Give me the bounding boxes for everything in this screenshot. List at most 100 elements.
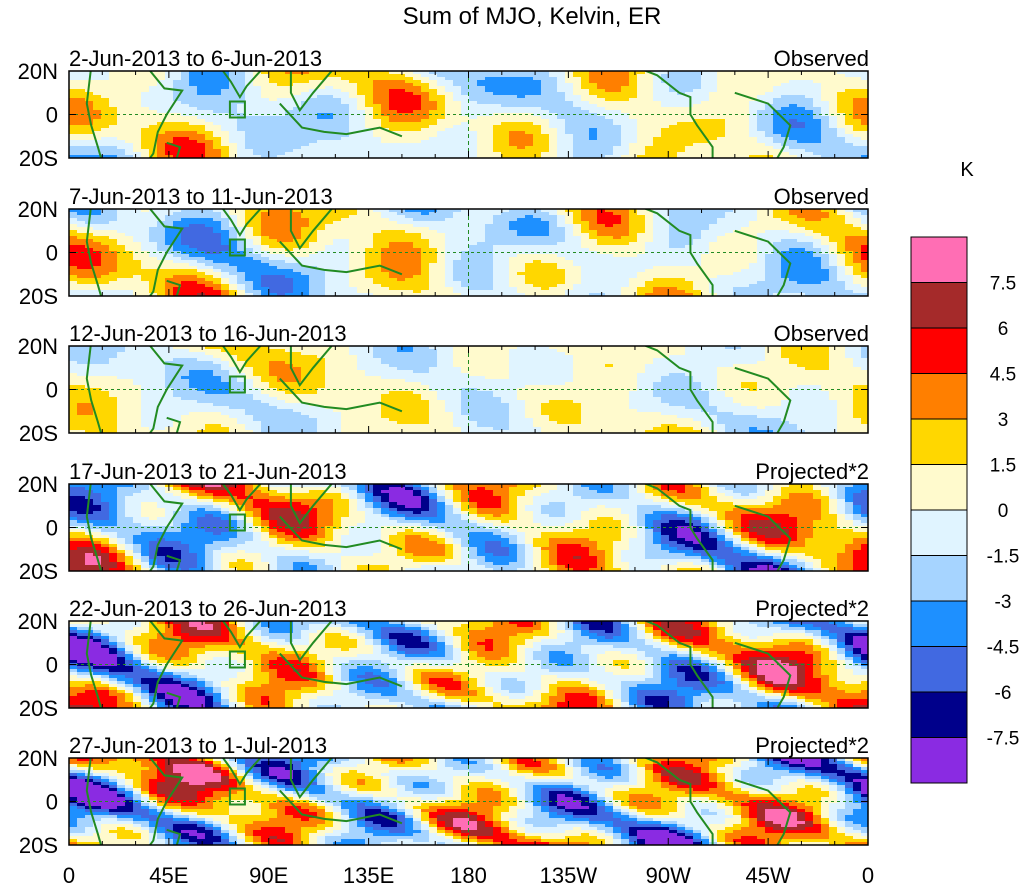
- y-tick-label: 20S: [19, 284, 58, 309]
- se-asia: [289, 71, 333, 113]
- colorbar-swatch: [910, 509, 968, 556]
- panel-4: 20N 0 20S 17-Jun-2013 to 21-Jun-2013 Project…: [18, 459, 869, 584]
- africa-west-coast: [85, 758, 103, 845]
- region-box: [228, 238, 246, 257]
- colorbar-level-label: -4.5: [987, 638, 1020, 659]
- africa-west-coast: [85, 71, 103, 158]
- y-tick-label: 20N: [18, 472, 58, 497]
- x-tick-label: 45E: [149, 863, 188, 888]
- panel-2: 20N 0 20S 7-Jun-2013 to 11-Jun-2013 Observed: [18, 184, 869, 309]
- region-box: [228, 100, 246, 119]
- panel-label: Observed: [774, 46, 869, 71]
- maritime-continent: [279, 377, 403, 413]
- chart-title: Sum of MJO, Kelvin, ER: [403, 3, 662, 30]
- colorbar-swatch: [910, 737, 968, 784]
- coastlines: [85, 71, 792, 158]
- x-tick-label: 0: [63, 863, 75, 888]
- colorbar-swatch: [910, 418, 968, 465]
- americas-west: [643, 71, 714, 158]
- colorbar-units: K: [960, 159, 974, 181]
- south-america-east: [734, 504, 792, 571]
- heatmap-field: [69, 484, 868, 571]
- y-tick-label: 20N: [18, 197, 58, 222]
- x-tick-label: 90W: [646, 863, 691, 888]
- y-tick-label: 20N: [18, 609, 58, 634]
- india: [221, 71, 262, 100]
- colorbar-swatch: [910, 373, 968, 420]
- south-america-east: [734, 778, 792, 845]
- panel-5: 20N 0 20S 22-Jun-2013 to 26-Jun-2013 Project…: [18, 596, 869, 721]
- americas-west: [643, 621, 714, 708]
- colorbar-swatch: [910, 327, 968, 374]
- x-tick-label: 180: [450, 863, 487, 888]
- maritime-continent: [279, 515, 403, 551]
- colorbar-swatch: [910, 691, 968, 738]
- colorbar-level-label: -1.5: [987, 547, 1020, 568]
- india: [221, 346, 262, 375]
- africa-west-coast: [85, 346, 103, 433]
- americas-west: [643, 209, 714, 296]
- panel-period: 12-Jun-2013 to 16-Jun-2013: [69, 321, 347, 346]
- panel-period: 17-Jun-2013 to 21-Jun-2013: [69, 459, 347, 484]
- se-asia: [289, 758, 333, 799]
- panel-label: Observed: [774, 184, 869, 209]
- maritime-continent: [279, 240, 403, 276]
- panel-6: 20N 0 20S 27-Jun-2013 to 1-Jul-2013 Projecte…: [18, 733, 869, 858]
- colorbar-level-label: 6: [998, 319, 1009, 340]
- y-tick-label: 20S: [19, 146, 58, 171]
- y-tick-label: 20S: [19, 696, 58, 721]
- maritime-continent: [279, 789, 403, 825]
- se-asia: [289, 621, 333, 662]
- colorbar-swatch: [910, 646, 968, 693]
- india: [221, 484, 262, 513]
- colorbar: K 7.5 6 4.5 3 1.5 0 -1.5 -3 -4.5 -6 -7.5: [910, 159, 1020, 784]
- y-tick-label: 20N: [18, 59, 58, 84]
- heatmap-field: [69, 71, 868, 158]
- y-tick-label: 0: [46, 516, 58, 541]
- colorbar-level-label: -6: [995, 683, 1012, 704]
- south-america-east: [734, 229, 792, 296]
- colorbar-level-label: 3: [998, 410, 1009, 431]
- india: [221, 209, 262, 238]
- colorbar-level-label: -7.5: [987, 729, 1020, 750]
- panel-label: Observed: [774, 321, 869, 346]
- panel-label: Projected*2: [755, 596, 869, 621]
- y-tick-label: 20S: [19, 559, 58, 584]
- panel-period: 22-Jun-2013 to 26-Jun-2013: [69, 596, 347, 621]
- y-tick-label: 0: [46, 378, 58, 403]
- se-asia: [289, 346, 333, 387]
- x-tick-label: 90E: [249, 863, 288, 888]
- americas-west: [643, 758, 714, 845]
- colorbar-swatch: [910, 236, 968, 283]
- panel-3: 20N 0 20S 12-Jun-2013 to 16-Jun-2013 Observe…: [18, 321, 869, 446]
- africa-west-coast: [85, 209, 103, 296]
- south-america-east: [734, 366, 792, 433]
- x-axis: 0 45E 90E 135E 180 135W 90W 45W 0: [63, 863, 874, 888]
- south-america-east: [734, 91, 792, 158]
- panel-period: 2-Jun-2013 to 6-Jun-2013: [69, 46, 322, 71]
- coastlines: [85, 621, 792, 708]
- americas-west: [643, 484, 714, 571]
- region-box: [228, 787, 246, 806]
- colorbar-level-label: 0: [998, 501, 1009, 522]
- colorbar-swatch: [910, 464, 968, 511]
- coastlines: [85, 209, 792, 296]
- y-tick-label: 20N: [18, 746, 58, 771]
- panel-period: 27-Jun-2013 to 1-Jul-2013: [69, 733, 327, 758]
- africa-west-coast: [85, 484, 103, 571]
- americas-west: [643, 346, 714, 433]
- y-tick-label: 0: [46, 103, 58, 128]
- africa-west-coast: [85, 621, 103, 708]
- region-box: [228, 375, 246, 394]
- colorbar-level-label: 7.5: [990, 274, 1016, 295]
- y-tick-label: 20S: [19, 421, 58, 446]
- maritime-continent: [279, 652, 403, 688]
- panel-1: 20N 0 20S 2-Jun-2013 to 6-Jun-2013 Observed: [18, 46, 869, 171]
- region-box: [228, 650, 246, 669]
- coastlines: [85, 758, 792, 845]
- heatmap-field: [69, 209, 868, 296]
- india: [221, 621, 262, 650]
- panel-label: Projected*2: [755, 733, 869, 758]
